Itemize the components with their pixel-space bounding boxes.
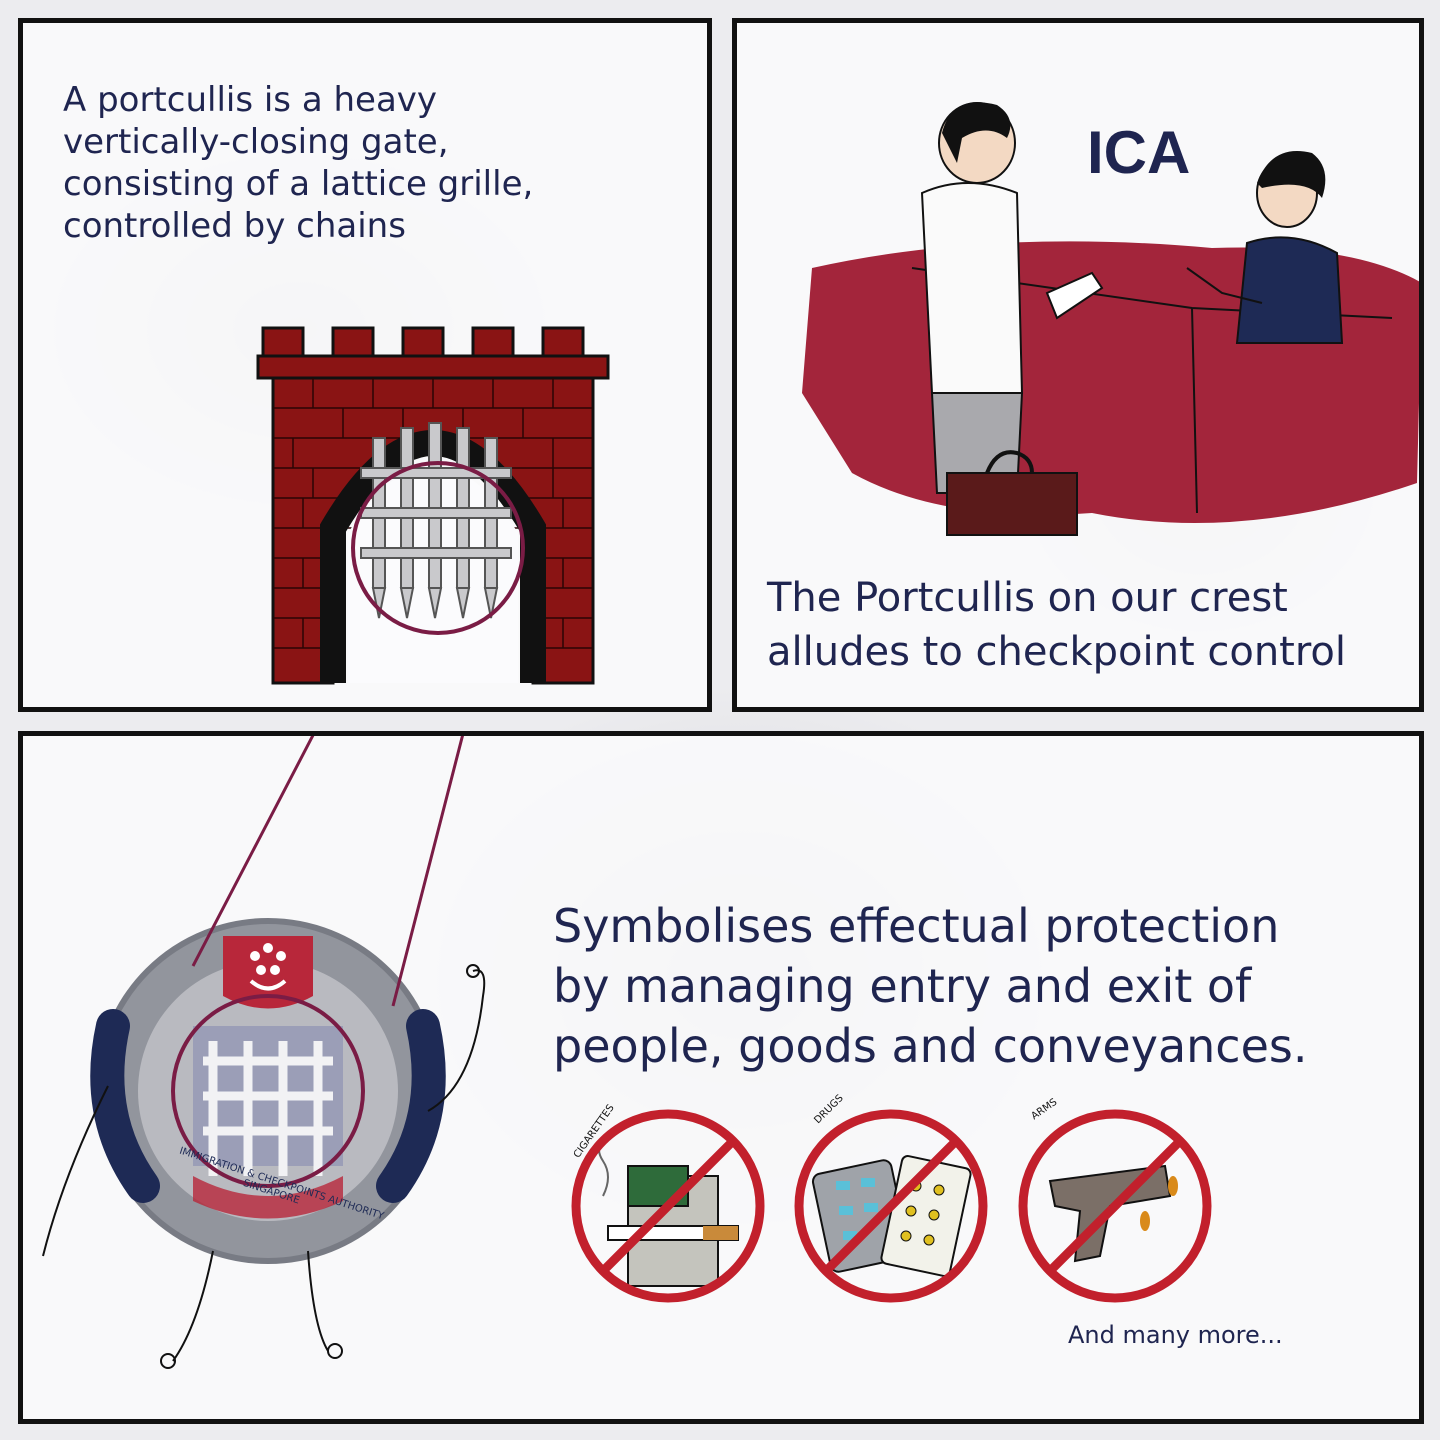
crest-character-illustration	[42, 918, 486, 1369]
cigarette-icon	[571, 1109, 765, 1303]
comic-panel-portcullis: A portcullis is a heavy vertically-closi…	[18, 18, 712, 712]
gun-icon	[1018, 1109, 1212, 1303]
symbolism-line: Symbolises effectual protection	[553, 899, 1280, 953]
castle-gate-illustration	[256, 326, 610, 685]
pills-icon	[794, 1109, 988, 1303]
and-many-more-note: And many more...	[1068, 1321, 1283, 1349]
definition-line: vertically-closing gate,	[63, 122, 449, 162]
ica-sign: ICA	[1087, 119, 1191, 186]
symbolism-line: people, goods and conveyances.	[553, 1019, 1308, 1073]
checkpoint-counter-illustration	[802, 102, 1419, 536]
definition-line: controlled by chains	[63, 206, 406, 246]
portcullis-definition: A portcullis is a heavy vertically-closi…	[63, 79, 623, 247]
comic-panel-ica-counter: ICA The Portcullis on our crest alludes …	[732, 18, 1424, 712]
crest-caption: The Portcullis on our crest alludes to c…	[767, 571, 1407, 679]
caption-line: alludes to checkpoint control	[767, 629, 1347, 675]
definition-line: consisting of a lattice grille,	[63, 164, 534, 204]
symbolism-line: by managing entry and exit of	[553, 959, 1252, 1013]
prohibited-item-cigarettes: CIGARETTES	[568, 1103, 768, 1306]
zoom-connector-lines	[191, 736, 464, 1007]
prohibited-item-drugs: DRUGS	[791, 1093, 991, 1306]
comic-panel-symbolism: IMMIGRATION & CHECKPOINTS AUTHORITY SING…	[18, 731, 1424, 1424]
symbolism-text: Symbolises effectual protection by manag…	[553, 896, 1373, 1076]
caption-line: The Portcullis on our crest	[767, 575, 1288, 621]
definition-line: A portcullis is a heavy	[63, 80, 438, 120]
prohibited-item-arms: ARMS	[1015, 1097, 1215, 1306]
